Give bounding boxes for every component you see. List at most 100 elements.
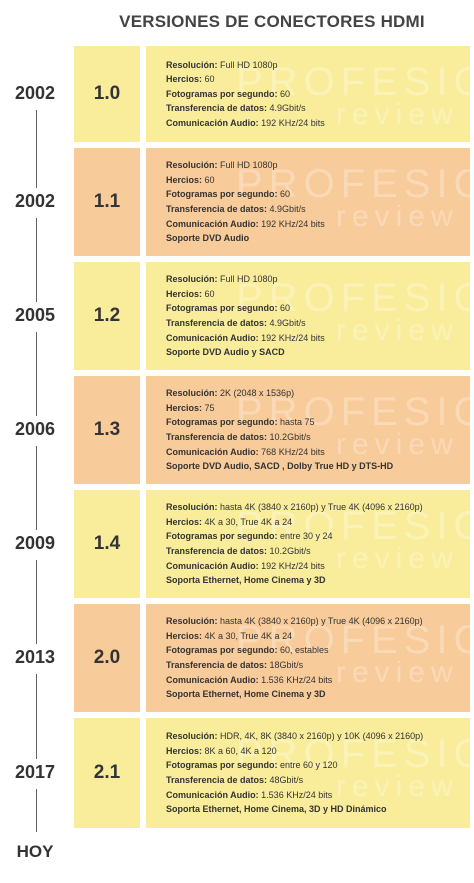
spec-line: Fotogramas por segundo: entre 30 y 24 [166, 529, 462, 544]
spec-label: Soporta Ethernet, Home Cinema, 3D y HD D… [166, 804, 387, 815]
spec-label: Fotogramas por segundo: [166, 303, 278, 314]
spec-line: Hercios: 60 [166, 287, 462, 302]
spec-value: 192 KHz/24 bits [258, 117, 325, 128]
spec-value: entre 60 y 120 [277, 760, 338, 771]
spec-label: Fotogramas por segundo: [166, 760, 278, 771]
spec-value: 1.536 KHz/24 bits [258, 789, 333, 800]
version-row: 2005 1.2 PROFESIONALreviewResolución: Full… [0, 262, 474, 370]
specs-box: PROFESIONALreviewResolución: Full HD 108… [146, 262, 470, 370]
year-label: 2002 [14, 83, 56, 103]
spec-value: 10.2Gbit/s [267, 432, 311, 442]
specs-box: PROFESIONALreviewResolución: hasta 4K (3… [146, 490, 470, 598]
spec-label: Hercios: [166, 174, 203, 185]
version-label: 2.0 [93, 647, 121, 668]
spec-label: Transferencia de datos: [166, 775, 268, 785]
version-number: 1.1 [74, 148, 140, 256]
specs-box: PROFESIONALreviewResolución: hasta 4K (3… [146, 604, 470, 712]
spec-value: 60 [202, 174, 215, 185]
spec-line: Transferencia de datos: 4.9Gbit/s [166, 316, 462, 331]
spec-value: 60 [277, 189, 291, 200]
spec-label: Resolución: [166, 616, 218, 627]
spec-line: Soporta Ethernet, Home Cinema y 3D [166, 573, 462, 588]
spec-line: Hercios: 60 [166, 72, 462, 87]
spec-value: 4.9Gbit/s [267, 318, 306, 328]
spec-line: Comunicación Audio: 768 KHz/24 bits [166, 445, 462, 460]
spec-label: Soporta Ethernet, Home Cinema y 3D [166, 575, 326, 586]
year-label: 2013 [14, 647, 56, 667]
timeline-connector [36, 789, 37, 832]
spec-label: Transferencia de datos: [166, 660, 268, 670]
year-label: 2005 [14, 305, 56, 325]
spec-label: Resolución: [166, 59, 218, 70]
timeline-connector [36, 560, 37, 644]
spec-value: 192 KHz/24 bits [258, 332, 325, 343]
spec-value: 75 [202, 402, 215, 413]
version-row: 2002 1.1 PROFESIONALreviewResolución: Full… [0, 148, 474, 256]
timeline-connector [36, 674, 37, 759]
specs-box: PROFESIONALreviewResolución: HDR, 4K, 8K… [146, 718, 470, 828]
spec-label: Soporte DVD Audio, SACD , Dolby True HD … [166, 461, 394, 472]
timeline-connector [36, 446, 37, 530]
version-number: 2.1 [74, 718, 140, 828]
spec-label: Transferencia de datos: [166, 204, 268, 214]
spec-label: Hercios: [166, 516, 203, 527]
spec-label: Hercios: [166, 288, 203, 299]
spec-label: Hercios: [166, 74, 203, 85]
spec-value: 10.2Gbit/s [267, 546, 311, 556]
spec-value: 192 KHz/24 bits [258, 560, 325, 571]
spec-value: 4K a 30, True 4K a 24 [202, 630, 293, 641]
spec-line: Fotogramas por segundo: entre 60 y 120 [166, 758, 462, 773]
version-label: 2.1 [93, 762, 121, 783]
spec-label: Comunicación Audio: [166, 789, 259, 800]
year-label: 2002 [14, 191, 56, 211]
spec-label: Fotogramas por segundo: [166, 88, 278, 99]
spec-label: Transferencia de datos: [166, 546, 268, 556]
spec-label: Transferencia de datos: [166, 432, 268, 442]
spec-label: Transferencia de datos: [166, 103, 268, 114]
spec-label: Resolución: [166, 274, 218, 285]
spec-line: Hercios: 8K a 60, 4K a 120 [166, 744, 462, 759]
spec-line: Soporta Ethernet, Home Cinema y 3D [166, 687, 462, 702]
spec-label: Comunicación Audio: [166, 674, 259, 685]
spec-line: Soporte DVD Audio [166, 231, 462, 246]
spec-line: Resolución: 2K (2048 x 1536p) [166, 386, 462, 401]
spec-line: Resolución: HDR, 4K, 8K (3840 x 2160p) y… [166, 729, 462, 744]
version-number: 2.0 [74, 604, 140, 712]
timeline-connector [36, 218, 37, 302]
spec-line: Fotogramas por segundo: 60, estables [166, 643, 462, 658]
spec-value: 2K (2048 x 1536p) [217, 388, 295, 399]
version-row: 2017 2.1 PROFESIONALreviewResolución: HDR,… [0, 718, 474, 828]
spec-line: Transferencia de datos: 48Gbit/s [166, 773, 462, 788]
spec-value: hasta 4K (3840 x 2160p) y True 4K (4096 … [217, 616, 423, 627]
spec-line: Fotogramas por segundo: 60 [166, 87, 462, 102]
spec-value: 60, estables [277, 645, 329, 656]
spec-line: Comunicación Audio: 192 KHz/24 bits [166, 116, 462, 131]
spec-line: Comunicación Audio: 192 KHz/24 bits [166, 217, 462, 232]
spec-value: hasta 4K (3840 x 2160p) y True 4K (4096 … [217, 502, 423, 513]
spec-value: Full HD 1080p [217, 160, 278, 171]
spec-value: 18Gbit/s [267, 660, 304, 670]
spec-line: Soporte DVD Audio y SACD [166, 345, 462, 360]
timeline-connector [36, 332, 37, 416]
spec-value: entre 30 y 24 [277, 531, 333, 542]
spec-line: Resolución: hasta 4K (3840 x 2160p) y Tr… [166, 614, 462, 629]
spec-line: Comunicación Audio: 1.536 KHz/24 bits [166, 788, 462, 803]
spec-line: Resolución: hasta 4K (3840 x 2160p) y Tr… [166, 500, 462, 515]
spec-line: Hercios: 4K a 30, True 4K a 24 [166, 629, 462, 644]
spec-line: Resolución: Full HD 1080p [166, 158, 462, 173]
spec-line: Comunicación Audio: 192 KHz/24 bits [166, 331, 462, 346]
spec-label: Hercios: [166, 402, 203, 413]
version-number: 1.0 [74, 46, 140, 142]
spec-line: Transferencia de datos: 10.2Gbit/s [166, 430, 462, 445]
spec-label: Resolución: [166, 160, 218, 171]
spec-value: 192 KHz/24 bits [258, 218, 325, 229]
spec-line: Resolución: Full HD 1080p [166, 58, 462, 73]
spec-value: 4K a 30, True 4K a 24 [202, 516, 293, 527]
year-label: 2009 [14, 533, 56, 553]
spec-value: 60 [202, 288, 215, 299]
spec-value: 768 KHz/24 bits [258, 446, 325, 457]
spec-value: 4.9Gbit/s [267, 103, 306, 114]
spec-label: Comunicación Audio: [166, 218, 259, 229]
spec-label: Hercios: [166, 630, 203, 641]
spec-line: Fotogramas por segundo: 60 [166, 301, 462, 316]
